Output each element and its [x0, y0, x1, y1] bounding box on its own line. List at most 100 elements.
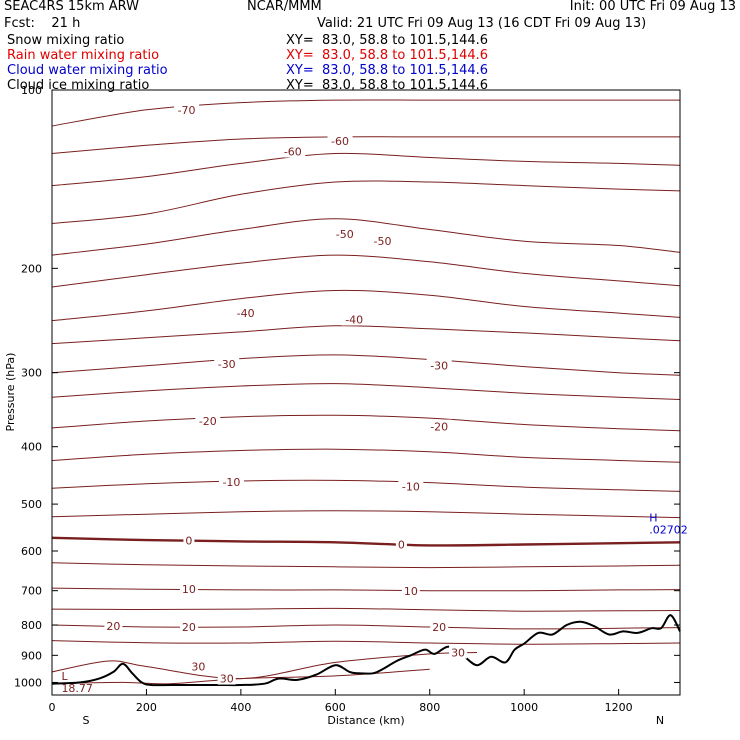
contour-label: -20	[199, 415, 217, 428]
legend-cloud-ice-xy: XY= 83.0, 58.8 to 101.5,144.6	[286, 78, 489, 93]
x-axis-left-end-label: S	[83, 714, 90, 727]
contour-label-bg	[332, 226, 358, 240]
x-tick-label: 200	[136, 701, 157, 714]
contour-labels: -70 -60 -60 -50 -50 -40 -40 -30 -30 -20 -20 -10 -10 0…	[61, 102, 688, 695]
y-tick-label: 400	[21, 441, 42, 454]
contour-label: 30	[220, 673, 234, 686]
isotherm-m25	[51, 383, 681, 400]
isotherm-30	[51, 652, 478, 680]
y-tick-label: 1000	[14, 676, 42, 689]
legend-rain-xy: XY= 83.0, 58.8 to 101.5,144.6	[286, 48, 489, 63]
y-tick-label: 800	[21, 619, 42, 632]
org-label: NCAR/MMM	[247, 0, 322, 14]
y-tick-label: 600	[21, 545, 42, 558]
contour-label: -70	[178, 104, 196, 117]
isotherm-m10	[51, 479, 681, 492]
contour-label: -20	[430, 421, 448, 434]
isotherm-m20	[51, 414, 681, 432]
x-tick-label: 1000	[510, 701, 538, 714]
legend-rain-label: Rain water mixing ratio	[7, 48, 160, 63]
contour-label: 30	[191, 661, 205, 674]
contour-label-bg	[395, 537, 407, 551]
contour-label-bg	[214, 356, 240, 370]
contour-label-bg	[449, 645, 468, 659]
contour-label-bg	[189, 659, 208, 673]
isotherm-m35	[51, 325, 681, 345]
isotherm-m45	[51, 254, 681, 288]
y-tick-label: 200	[21, 262, 42, 275]
contour-label-bg	[370, 234, 396, 248]
contour-label: 30	[451, 646, 465, 659]
y-tick-label: 900	[21, 649, 42, 662]
isotherm-contours	[51, 99, 681, 685]
model-title: SEAC4RS 15km ARW	[4, 0, 140, 14]
legend-cloud-ice-label: Cloud ice mixing ratio	[7, 78, 150, 93]
contour-label: 20	[182, 621, 196, 634]
forecast-hour: Fcst: 21 h	[4, 16, 81, 31]
contour-label-bg	[104, 618, 123, 632]
x-tick-label: 0	[49, 701, 56, 714]
isotherm-35	[51, 668, 430, 685]
y-axis-title: Pressure (hPa)	[4, 353, 17, 432]
contour-label-bg	[341, 312, 367, 326]
isotherm-20	[51, 624, 681, 630]
contour-label: 0	[185, 535, 192, 548]
terrain-profile	[51, 614, 681, 687]
y-tick-label: 500	[21, 498, 42, 511]
terrain-line	[51, 614, 681, 687]
contour-label-bg	[426, 419, 452, 433]
x-axis-right-end-label: N	[656, 714, 664, 727]
isotherm-m30	[51, 354, 681, 376]
init-time: Init: 00 UTC Fri 09 Aug 13	[569, 0, 736, 14]
isotherm-5	[51, 562, 681, 569]
contour-label: -60	[284, 145, 302, 158]
x-tick-label: 1200	[605, 701, 633, 714]
contour-label: -30	[218, 358, 236, 371]
contour-label-bg	[398, 479, 424, 493]
contour-label-bg	[426, 358, 452, 372]
legend-cloud-water-xy: XY= 83.0, 58.8 to 101.5,144.6	[286, 63, 489, 78]
contour-label-bg	[174, 102, 200, 116]
contour-label: -50	[336, 228, 354, 241]
low-marker: L	[61, 670, 68, 683]
contour-label-bg	[179, 582, 198, 596]
contour-label: 0	[398, 538, 405, 551]
contour-label-bg	[401, 584, 420, 598]
x-tick-label: 400	[230, 701, 251, 714]
contour-label: 10	[182, 583, 196, 596]
contour-label-bg	[217, 671, 236, 685]
contour-label: -30	[430, 360, 448, 373]
contour-label: 20	[432, 621, 446, 634]
contour-label: -50	[374, 235, 392, 248]
isotherm-25	[51, 640, 681, 645]
isotherm-m5	[51, 510, 681, 519]
y-tick-label: 300	[21, 367, 42, 380]
contour-label-bg	[327, 134, 353, 148]
y-tick-label: 700	[21, 585, 42, 598]
contour-label: -10	[222, 476, 240, 489]
legend-snow-label: Snow mixing ratio	[7, 33, 125, 48]
x-axis-title: Distance (km)	[327, 714, 404, 727]
plot-frame	[51, 89, 681, 696]
isotherm-15	[51, 607, 681, 612]
high-value: .02702	[649, 524, 688, 537]
isotherm-10	[51, 587, 681, 592]
contour-label-bg	[430, 619, 449, 633]
contour-label: -60	[331, 135, 349, 148]
contour-label-bg	[195, 414, 221, 428]
contour-label-bg	[179, 619, 198, 633]
legend-snow-xy: XY= 83.0, 58.8 to 101.5,144.6	[286, 33, 489, 48]
contour-label: -40	[345, 314, 363, 327]
contour-label-bg	[183, 533, 195, 547]
contour-label: -40	[237, 307, 255, 320]
high-marker: H	[649, 512, 657, 525]
valid-time: Valid: 21 UTC Fri 09 Aug 13 (16 CDT Fri …	[317, 16, 647, 31]
isotherm-m60	[51, 152, 681, 187]
isotherm-m55	[51, 180, 681, 224]
isotherm-0	[51, 536, 681, 547]
legend-cloud-water-label: Cloud water mixing ratio	[7, 63, 168, 78]
contour-label-bg	[218, 475, 244, 489]
x-tick-label: 800	[419, 701, 440, 714]
